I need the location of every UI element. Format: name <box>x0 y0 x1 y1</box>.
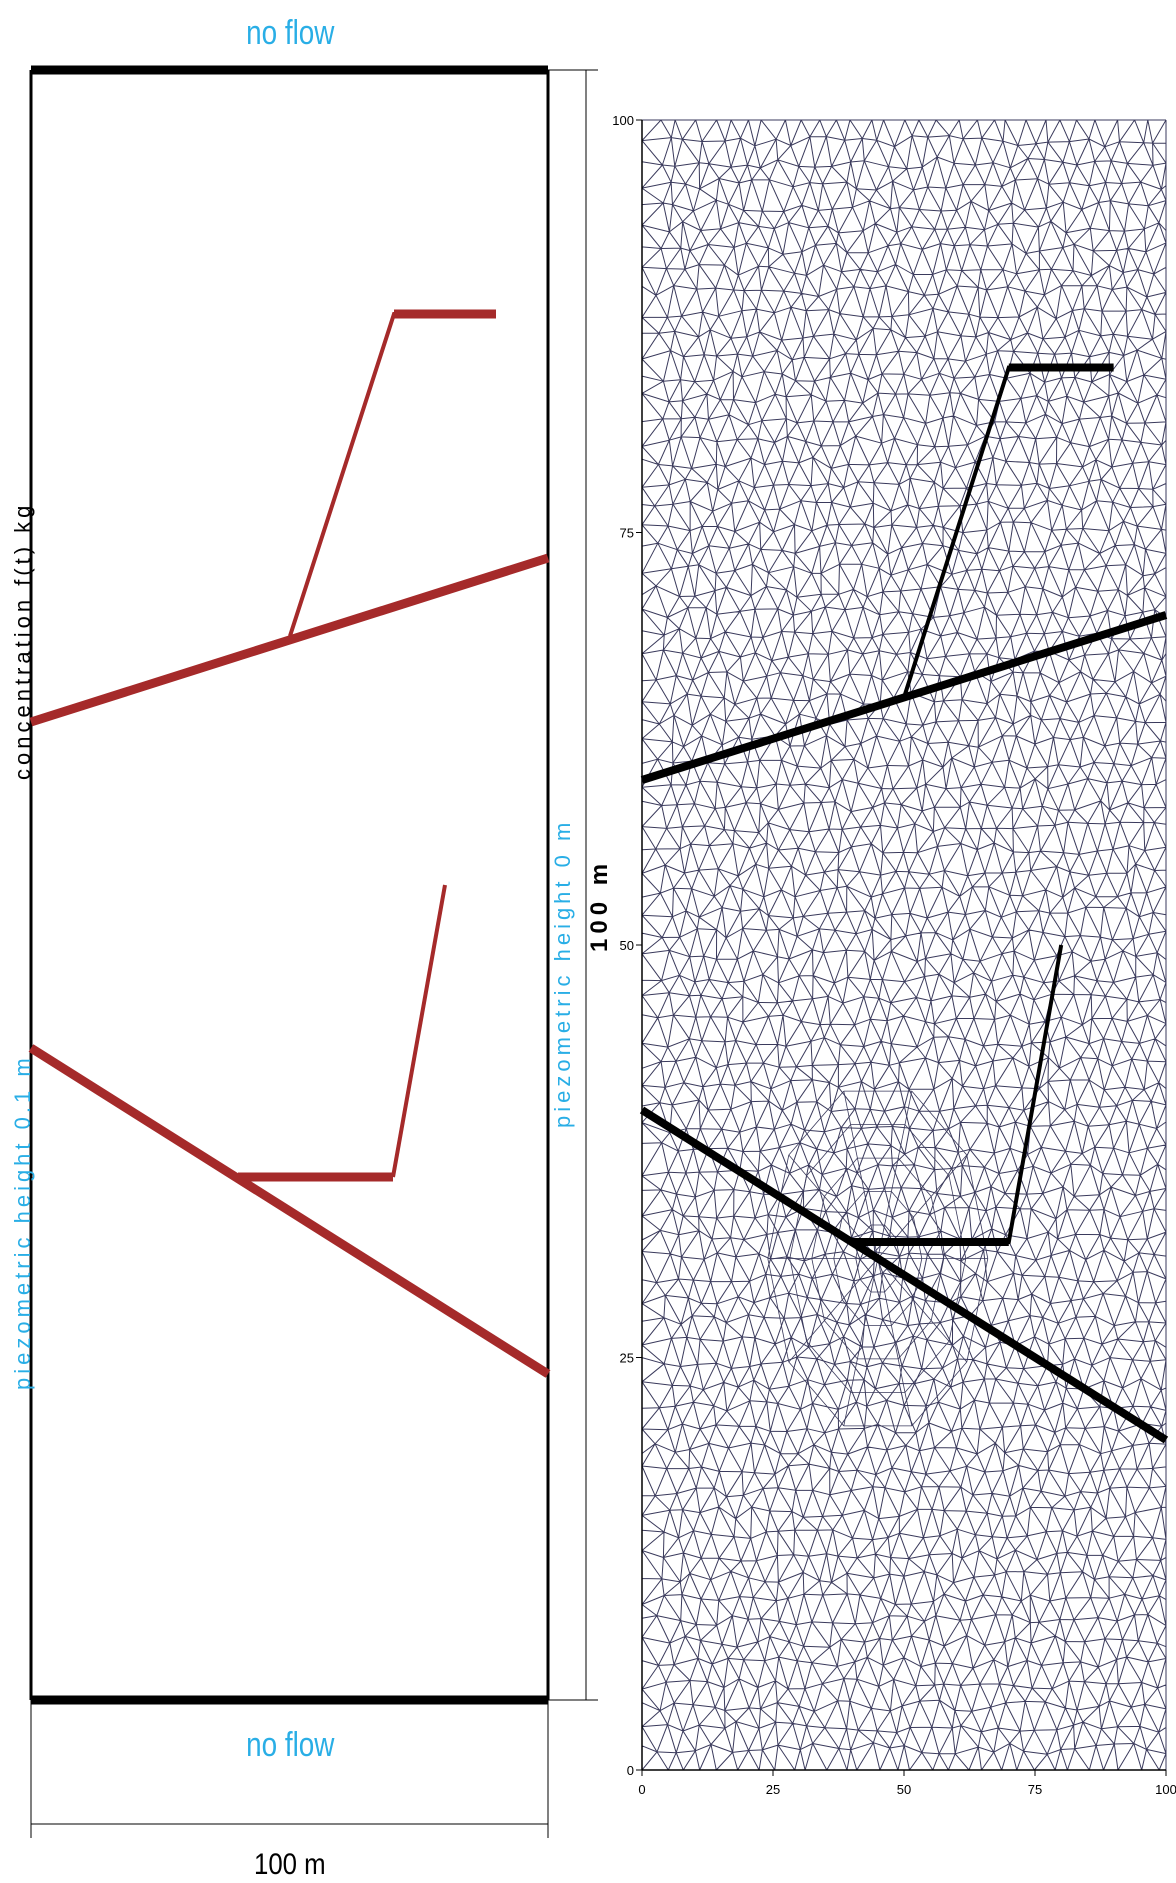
width-dimension-label: 100 m <box>254 1847 326 1880</box>
y-tick-label: 0 <box>627 1763 634 1778</box>
right-boundary-label: piezometric height 0 m <box>550 819 575 1128</box>
mesh-axes: 0 25 50 75 100 0 25 50 75 100 <box>612 113 1176 1797</box>
x-tick-label: 100 <box>1155 1782 1176 1797</box>
fracture-upper-main <box>29 553 550 727</box>
x-tick-label: 25 <box>766 1782 780 1797</box>
y-tick-label: 75 <box>620 526 634 541</box>
height-dimension-label: 100 m <box>586 859 613 952</box>
mesh-panel: 0 25 50 75 100 0 25 50 75 100 <box>612 113 1176 1797</box>
fracture-lower-branch <box>391 884 447 1178</box>
source-concentration-label: concentration f(t) kg <box>10 502 35 780</box>
x-tick-label: 75 <box>1028 1782 1042 1797</box>
bottom-boundary-label: no flow <box>246 1725 335 1763</box>
schematic-panel: no flow piezometric height 0.1 m concent… <box>10 13 613 1880</box>
y-tick-label: 100 <box>612 113 634 128</box>
x-tick-label: 0 <box>638 1782 645 1797</box>
mesh-fractures <box>639 363 1169 1444</box>
left-boundary-label: piezometric height 0.1 m <box>10 1054 35 1390</box>
y-tick-label: 25 <box>620 1351 634 1366</box>
y-tick-label: 50 <box>620 938 634 953</box>
top-boundary-label: no flow <box>246 13 335 51</box>
fracture-lower-main <box>28 1044 551 1378</box>
x-tick-label: 50 <box>897 1782 911 1797</box>
mesh-fracture-3 <box>639 1106 1169 1444</box>
